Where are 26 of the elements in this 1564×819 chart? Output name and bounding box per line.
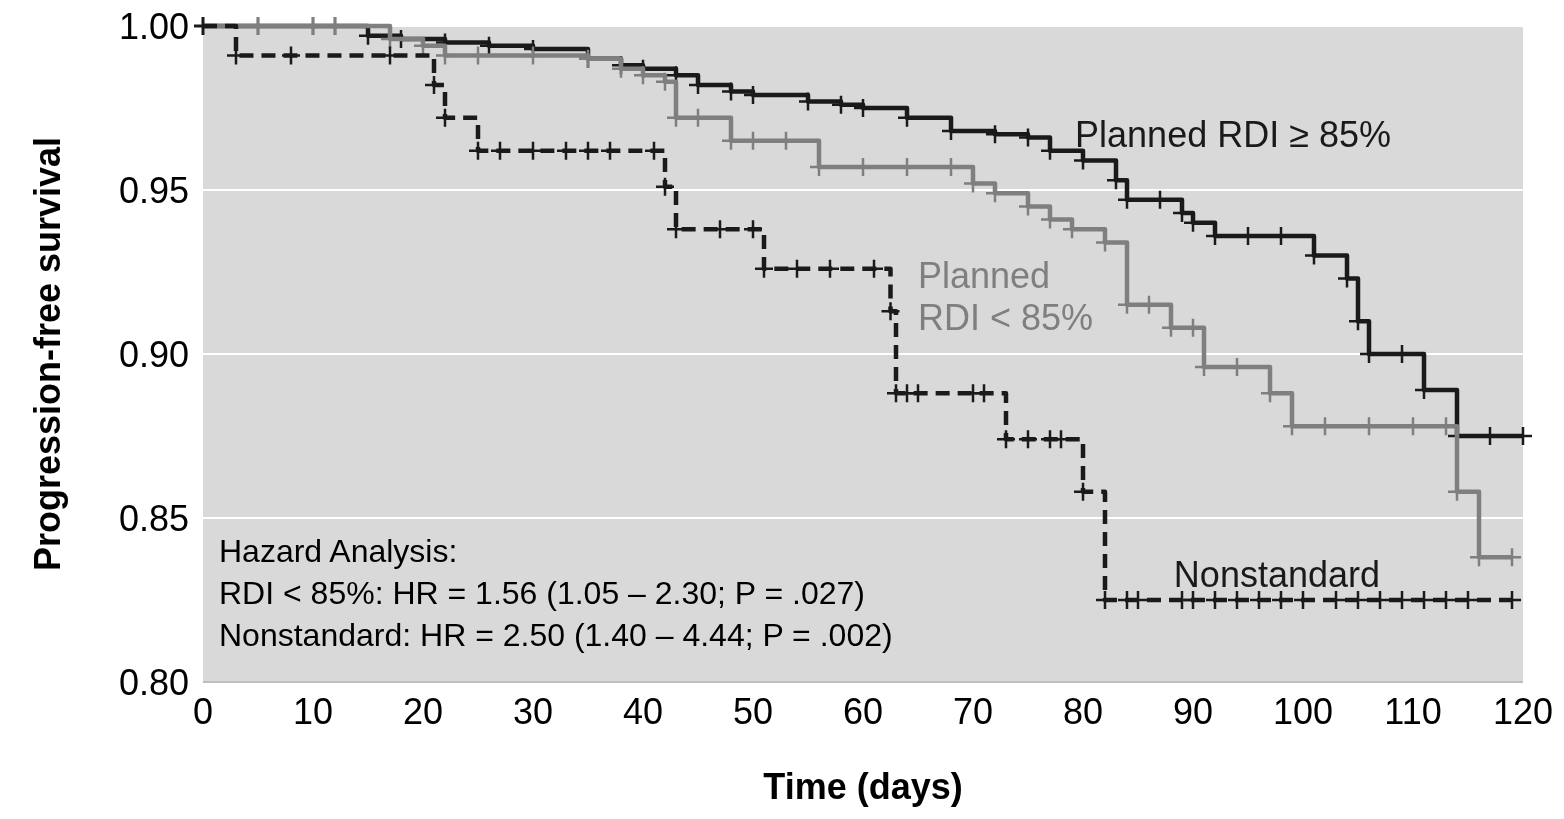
y-tick-label: 0.85 bbox=[118, 497, 189, 539]
y-axis-title: Progression-free survival bbox=[27, 136, 68, 572]
y-tick-label: 0.90 bbox=[118, 333, 189, 375]
x-tick-label: 20 bbox=[402, 691, 444, 732]
x-axis-title: Time (days) bbox=[763, 766, 963, 807]
x-tick-label: 10 bbox=[292, 691, 334, 732]
x-tick-label: 40 bbox=[622, 691, 664, 732]
annotation: Hazard Analysis: bbox=[219, 533, 458, 569]
series-label: Planned RDI ≥ 85% bbox=[1075, 114, 1391, 156]
x-tick-label: 120 bbox=[1492, 691, 1554, 732]
x-tick-label: 80 bbox=[1062, 691, 1104, 732]
series-label: Nonstandard bbox=[1173, 553, 1380, 595]
y-tick-label: 0.80 bbox=[118, 661, 189, 703]
y-tick-label: 0.95 bbox=[118, 169, 189, 211]
annotation: Nonstandard: HR = 2.50 (1.40 – 4.44; P = .002) bbox=[219, 617, 893, 653]
x-tick-label: 50 bbox=[732, 691, 774, 732]
x-tick-label: 60 bbox=[842, 691, 884, 732]
y-tick-label: 1.00 bbox=[118, 5, 189, 47]
x-tick-label: 110 bbox=[1384, 691, 1442, 732]
x-tick-label: 30 bbox=[512, 691, 554, 732]
x-tick-label: 100 bbox=[1272, 691, 1334, 732]
series-label: Planned RDI < 85% bbox=[918, 255, 1094, 339]
annotation: RDI < 85%: HR = 1.56 (1.05 – 2.30; P = .027) bbox=[219, 575, 866, 611]
x-tick-label: 70 bbox=[952, 691, 994, 732]
x-tick-label: 90 bbox=[1172, 691, 1214, 732]
x-tick-label: 0 bbox=[192, 691, 214, 732]
